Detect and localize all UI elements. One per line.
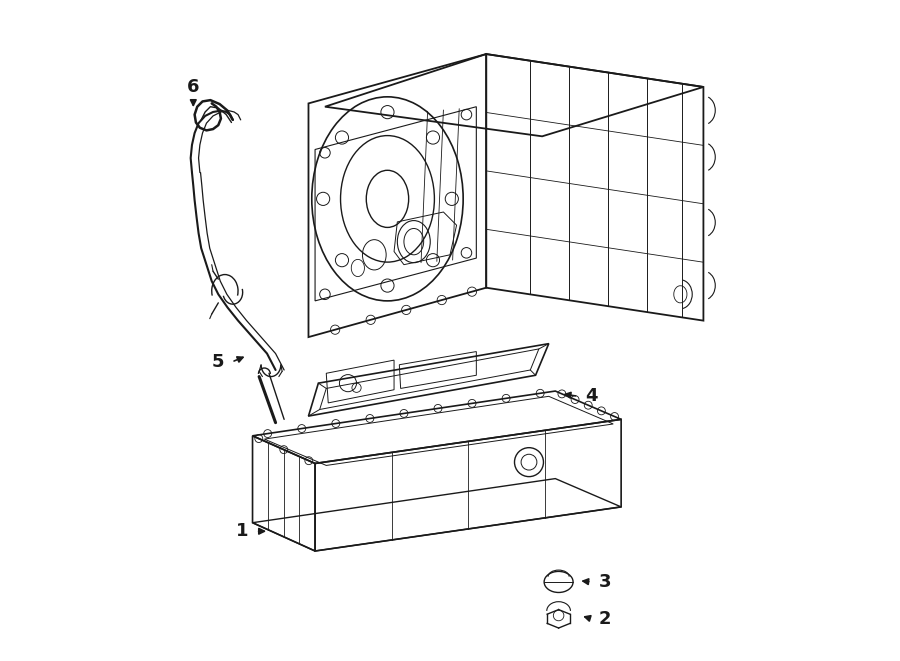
Text: 3: 3 bbox=[598, 573, 611, 591]
Text: 6: 6 bbox=[187, 78, 200, 96]
Text: 2: 2 bbox=[598, 610, 611, 628]
Text: 5: 5 bbox=[212, 353, 225, 371]
Text: 1: 1 bbox=[237, 522, 249, 540]
Text: 4: 4 bbox=[585, 387, 598, 405]
